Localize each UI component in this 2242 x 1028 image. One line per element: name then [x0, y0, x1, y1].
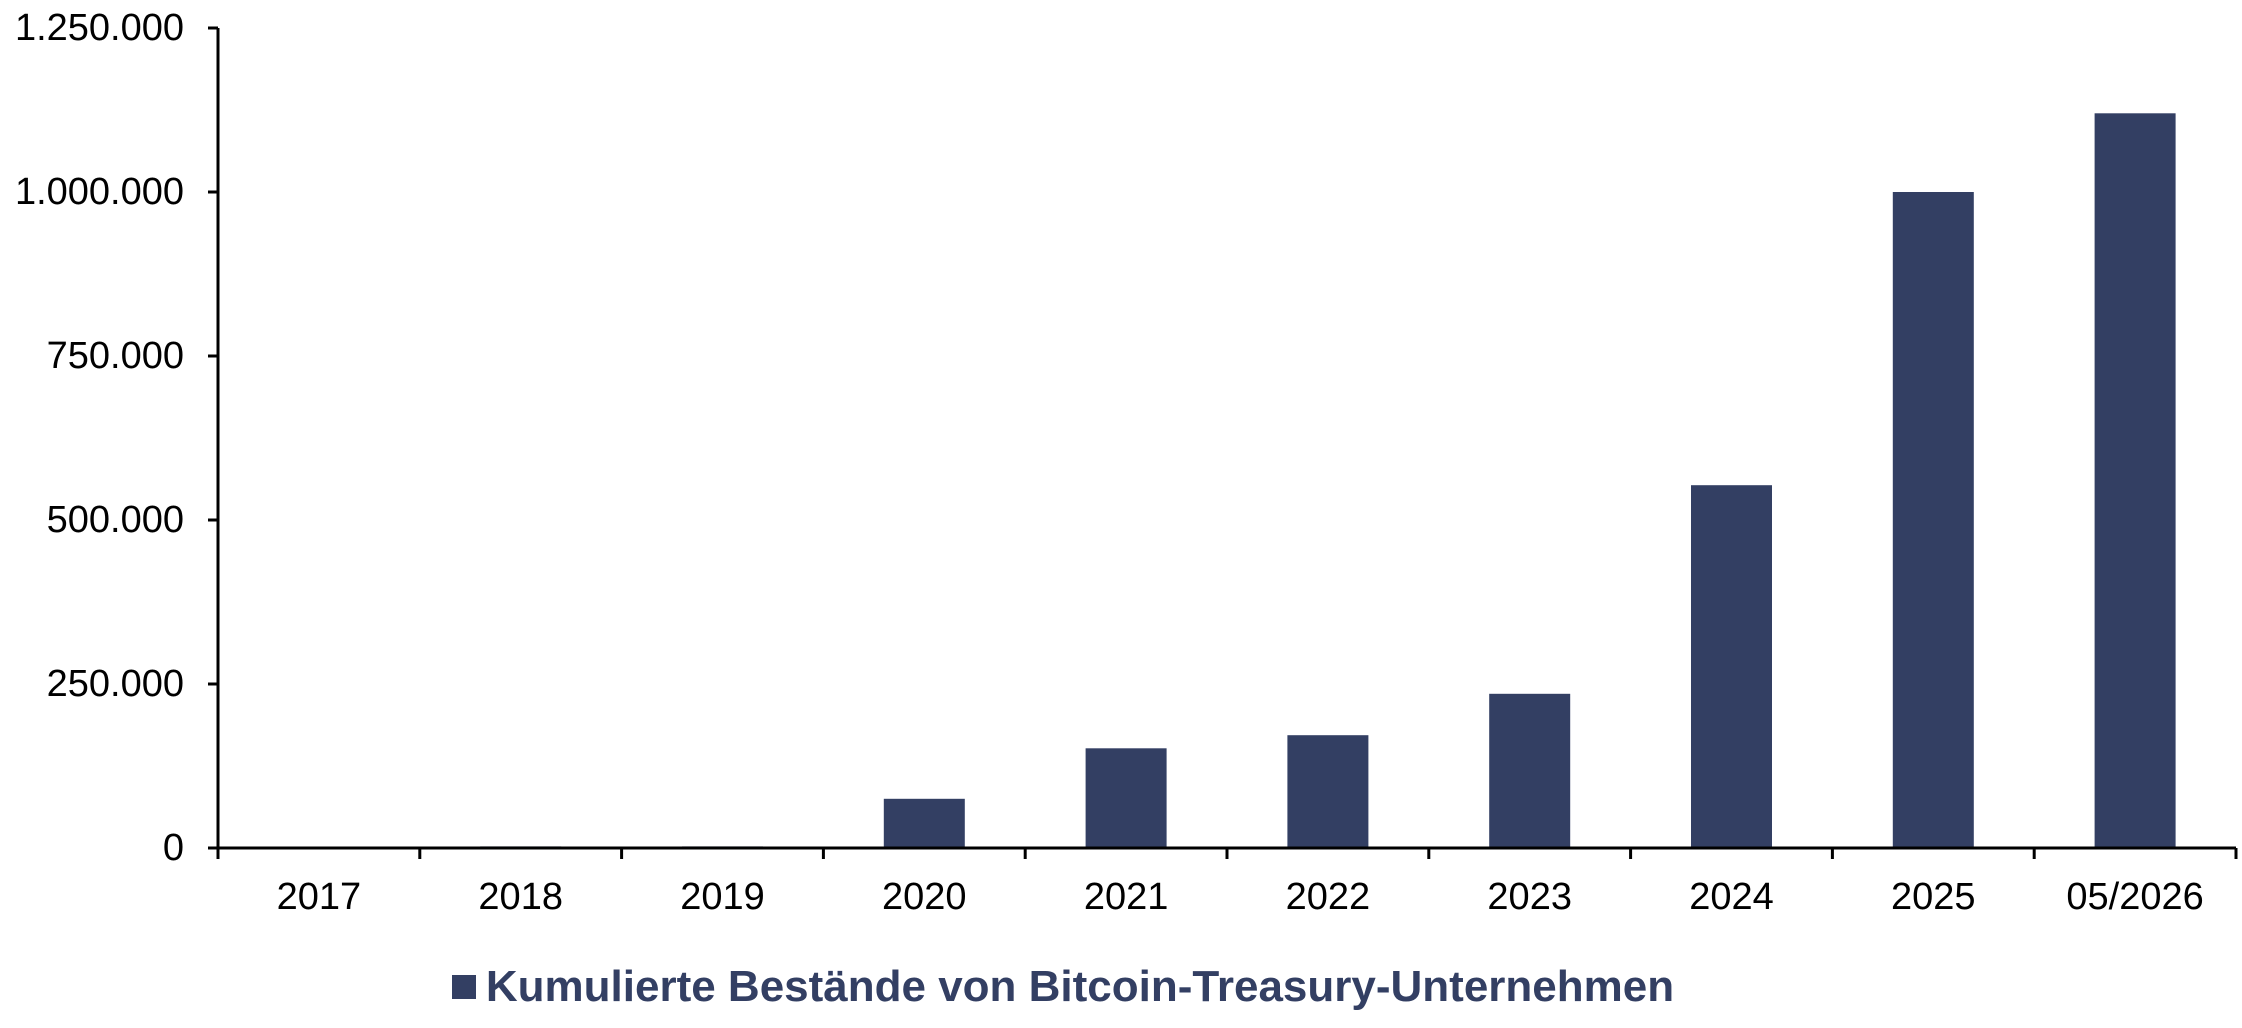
bars-group: [278, 113, 2176, 849]
legend: Kumulierte Bestände von Bitcoin-Treasury…: [0, 962, 2242, 1012]
bar-2025: [1892, 192, 1974, 848]
x-tick-label: 2024: [1689, 876, 1774, 918]
bar-2022: [1287, 735, 1369, 848]
legend-label: Kumulierte Bestände von Bitcoin-Treasury…: [485, 962, 1675, 1011]
y-tick-label: 0: [163, 827, 184, 869]
x-tick-label: 2019: [680, 876, 765, 918]
y-axis-ticks: 0 250.000 500.000 750.000 1.000.000 1.250.000: [15, 7, 218, 869]
x-tick-label: 2025: [1891, 876, 1976, 918]
legend-entry: Kumulierte Bestände von Bitcoin-Treasury…: [451, 962, 1675, 1012]
x-tick-label: 2018: [478, 876, 563, 918]
y-tick-label: 500.000: [47, 499, 184, 541]
x-tick-label: 2021: [1084, 876, 1169, 918]
y-tick-label: 1.000.000: [15, 171, 184, 213]
bar-2020: [883, 798, 965, 848]
x-tick-label: 2023: [1487, 876, 1572, 918]
bar-05-2026: [2094, 113, 2176, 849]
y-tick-label: 1.250.000: [15, 7, 184, 49]
bar-2021: [1085, 748, 1167, 848]
bar-2023: [1489, 693, 1571, 848]
x-axis-ticks: 2017 2018 2019 2020 2021 2022 2023 2024 2025 05/2…: [216, 848, 2238, 918]
x-tick-label: 2017: [277, 876, 362, 918]
y-tick-label: 750.000: [47, 335, 184, 377]
legend-swatch: [451, 975, 476, 999]
x-tick-label: 05/2026: [2066, 876, 2203, 918]
y-tick-label: 250.000: [47, 663, 184, 705]
x-tick-label: 2020: [882, 876, 967, 918]
bar-2024: [1691, 485, 1772, 848]
x-tick-label: 2022: [1286, 876, 1371, 918]
